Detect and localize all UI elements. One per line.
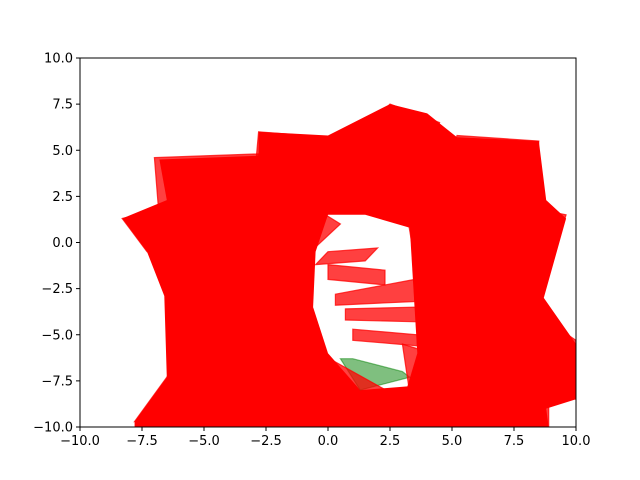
- x-tick-label: 2.5: [380, 434, 401, 449]
- x-tick-label: 10.0: [562, 434, 591, 449]
- x-tick-label: −10.0: [60, 434, 100, 449]
- y-tick-label: −7.5: [41, 374, 73, 389]
- x-tick-label: −2.5: [250, 434, 282, 449]
- obstacle-polygon-8: [133, 333, 205, 423]
- x-tick-label: 5.0: [442, 434, 463, 449]
- x-axis: −10.0 −7.5 −5.0 −2.5 0.0 2.5 5.0 7.5 10.0: [60, 427, 590, 449]
- x-tick-label: 0.0: [318, 434, 339, 449]
- y-tick-label: −10.0: [33, 421, 73, 436]
- x-tick-label: −7.5: [126, 434, 158, 449]
- x-tick-label: −5.0: [188, 434, 220, 449]
- obstacle-polygon-15: [252, 343, 404, 427]
- obstacle-polygon-14: [352, 328, 418, 347]
- obstacle-polygon-12: [334, 278, 416, 306]
- obstacle-polygon-7: [488, 296, 576, 400]
- y-tick-label: 10.0: [44, 52, 73, 67]
- obstacle-polygon-4: [326, 103, 441, 198]
- y-tick-label: −5.0: [41, 328, 73, 343]
- y-tick-label: 7.5: [52, 98, 73, 113]
- obstacle-polygon-16: [401, 343, 550, 427]
- y-tick-label: −2.5: [41, 282, 73, 297]
- chart-marks: [121, 103, 576, 427]
- x-tick-label: 7.5: [504, 434, 525, 449]
- obstacle-polygon-18: [401, 167, 490, 262]
- obstacle-polygon-17: [227, 177, 342, 272]
- y-tick-label: 5.0: [52, 144, 73, 159]
- y-axis: −10.0 −7.5 −5.0 −2.5 0.0 2.5 5.0 7.5 10.0: [33, 52, 80, 436]
- y-tick-label: 2.5: [52, 190, 73, 205]
- obstacle-polygon-13: [344, 306, 418, 323]
- y-tick-label: 0.0: [52, 236, 73, 251]
- obstacle-polygon-10: [314, 247, 380, 266]
